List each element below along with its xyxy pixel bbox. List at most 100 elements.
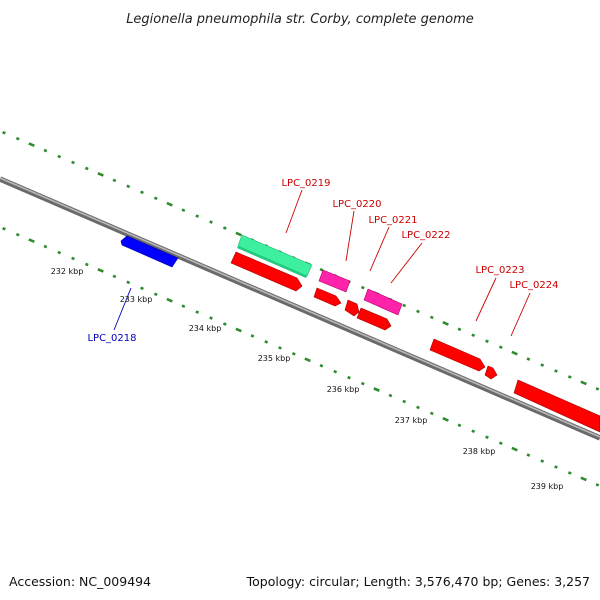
tick-mark [429,411,434,416]
gene-label-LPC_0222[interactable]: LPC_0222 [401,230,450,241]
tick-mark [97,172,104,177]
tick-mark [388,393,393,398]
tick-mark [347,375,351,380]
tick-mark [126,280,131,285]
tick-mark [511,446,518,452]
gene-label-LPC_0221[interactable]: LPC_0221 [368,215,417,226]
tick-mark [97,268,104,273]
tick-mark [360,381,365,386]
tick-mark [567,471,572,475]
scale-label-236: 236 kbp [327,385,360,394]
gene-label-LPC_0224[interactable]: LPC_0224 [509,280,558,291]
tick-mark [416,405,420,410]
tick-mark [511,350,518,356]
tick-mark [540,459,545,463]
tick-mark [112,274,117,279]
tick-mark [140,190,144,195]
tick-mark [153,292,158,297]
tick-mark [360,285,365,290]
tick-mark [57,154,62,159]
tick-mark [28,238,35,244]
feature-forward-cds-3[interactable] [344,299,360,317]
tick-mark [319,363,324,368]
tick-mark [580,380,587,386]
scale-label-238: 238 kbp [463,447,496,456]
gene-label-LPC_0218[interactable]: LPC_0218 [87,333,136,344]
tick-mark [595,483,600,487]
feature-LPC_0221-tRNA[interactable] [363,288,403,316]
feature-forward-cds-5[interactable] [484,365,498,380]
tick-mark [140,286,144,291]
tick-mark [71,160,75,165]
map-title: Legionella pneumophila str. Corby, compl… [126,12,474,27]
tick-mark [235,327,242,333]
feature-forward-cds-2[interactable] [313,287,342,307]
feature-LPC_0223[interactable] [429,338,486,372]
tick-mark [498,441,503,445]
tick-mark [28,142,35,148]
gene-label-LPC_0223[interactable]: LPC_0223 [475,265,524,276]
tick-mark [567,375,572,379]
tick-mark [222,322,227,326]
tick-mark [291,352,296,356]
tick-mark [84,262,89,267]
tick-mark [554,369,558,373]
tick-mark [304,357,311,363]
feature-LPC_0220-tRNA[interactable] [318,269,351,293]
tick-mark [402,303,407,308]
tick-mark [373,387,380,392]
tick-mark [333,369,338,374]
tick-mark [209,220,213,224]
tick-mark [209,316,213,320]
tick-mark [153,196,158,201]
tick-mark [278,346,282,350]
feature-forward-cds-4[interactable] [356,307,392,331]
tick-mark [195,214,200,218]
tick-mark [485,339,489,344]
feature-layer [120,234,600,433]
feature-forward-cds-1[interactable] [230,251,303,292]
gene-label-LPC_0219[interactable]: LPC_0219 [281,178,330,189]
tick-mark [166,201,173,207]
tick-mark [181,208,186,212]
scale-label-232: 232 kbp [51,267,84,276]
feature-LPC_0224[interactable] [513,379,600,433]
tick-mark [71,256,75,261]
tick-mark [442,320,449,326]
tick-mark [540,363,545,367]
tick-mark [43,148,48,153]
tick-mark [250,334,255,338]
tick-mark [84,166,89,171]
scale-label-233: 233 kbp [120,295,153,304]
tick-mark [498,345,503,349]
gene-label-LPC_0220[interactable]: LPC_0220 [332,199,381,210]
tick-mark [2,226,6,231]
tick-mark [235,231,242,237]
scale-labels: 232 kbp 233 kbp 234 kbp 235 kbp 236 kbp … [51,267,564,491]
scale-label-237: 237 kbp [395,416,428,425]
tick-mark [402,399,407,404]
tick-mark [264,340,269,344]
tick-mark [195,310,200,314]
tick-mark [457,423,462,428]
tick-mark [166,297,173,303]
tick-mark [442,416,449,422]
tick-mark [43,244,48,249]
scale-label-234: 234 kbp [189,324,222,333]
tick-mark [526,453,531,457]
tick-mark [319,267,324,272]
tick-mark [457,327,462,332]
label-leaders [113,189,531,337]
feature-LPC_0218[interactable] [120,235,179,268]
tick-mark [416,309,420,314]
tick-mark [429,315,434,320]
tick-mark [57,250,62,255]
feature-shade [237,246,307,278]
tick-mark [471,429,476,434]
tick-mark [526,357,531,361]
topology-text: Topology: circular; Length: 3,576,470 bp… [246,574,590,589]
tick-mark [15,136,20,141]
tick-mark [485,435,489,440]
accession-text: Accession: NC_009494 [9,574,151,589]
